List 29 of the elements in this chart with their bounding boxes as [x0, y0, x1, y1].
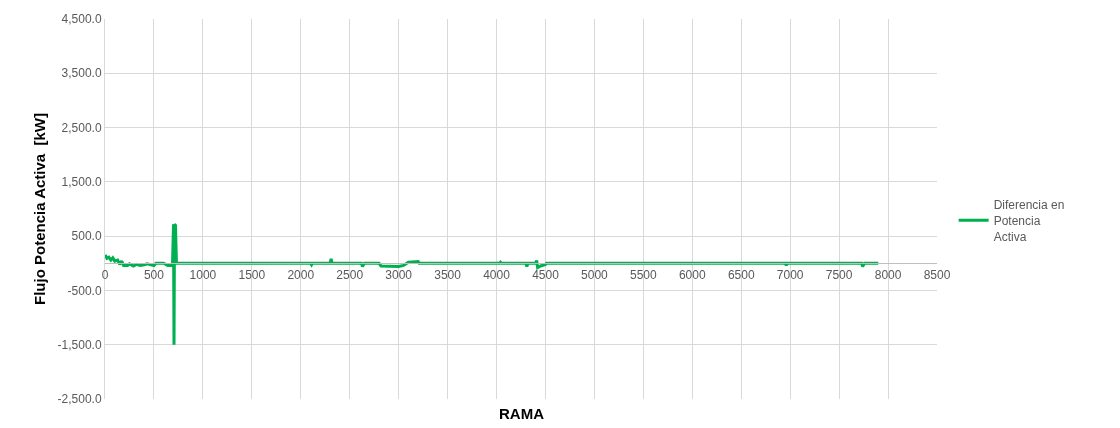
x-tick-label: 5500	[630, 267, 658, 282]
x-tick-label: 8500	[923, 267, 951, 282]
legend-label: Diferencia en Potencia Activa	[993, 198, 1065, 244]
x-axis-title: RAMA	[499, 405, 545, 422]
y-tick-label: 2,500.0	[61, 120, 102, 135]
x-tick-label: 4000	[483, 267, 511, 282]
x-tick-label: 7500	[825, 267, 853, 282]
y-tick-label: 4,500.0	[61, 12, 102, 27]
x-tick-label: 8000	[874, 267, 902, 282]
y-tick-label: -1,500.0	[57, 337, 102, 352]
y-tick-label: 500.0	[71, 229, 102, 244]
x-tick-label: 4500	[532, 267, 560, 282]
y-tick-label: 3,500.0	[61, 66, 102, 81]
y-tick-label: -2,500.0	[57, 392, 102, 407]
x-tick-label: 7000	[776, 267, 804, 282]
y-axis-title: Flujo Potencia Activa [kW]	[30, 113, 48, 305]
x-tick-label: 2000	[287, 267, 315, 282]
x-tick-label: 1500	[238, 267, 266, 282]
x-tick-label: 6000	[678, 267, 706, 282]
x-tick-label: 5000	[581, 267, 609, 282]
y-tick-label: -500.0	[67, 283, 102, 298]
x-tick-label: 1000	[189, 267, 217, 282]
x-tick-label: 3000	[385, 267, 413, 282]
x-tick-label: 500	[143, 267, 165, 282]
x-tick-label: 2500	[336, 267, 364, 282]
y-tick-label: 1,500.0	[61, 175, 102, 190]
x-tick-label: 6500	[727, 267, 755, 282]
x-tick-label: 3500	[434, 267, 462, 282]
x-tick-label: 0	[101, 267, 109, 282]
